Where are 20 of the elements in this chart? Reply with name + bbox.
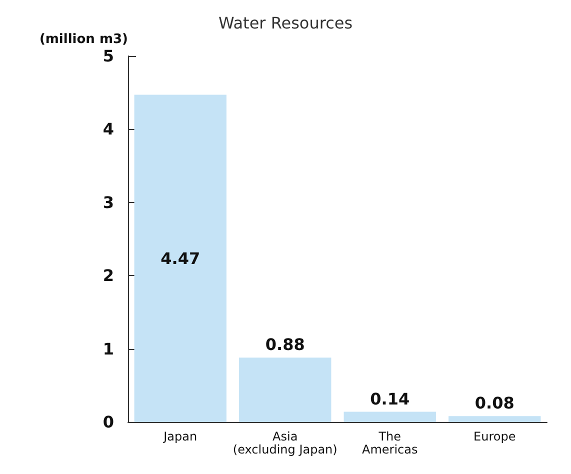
data-label: 0.08	[474, 394, 514, 413]
bar	[239, 358, 332, 422]
y-tick-label: 5	[102, 46, 114, 66]
x-tick-label: The Americas	[362, 430, 418, 456]
bar	[448, 416, 541, 422]
x-tick-label: Japan	[162, 430, 198, 444]
y-tick-label: 1	[102, 339, 114, 358]
y-tick-label: 0	[102, 412, 114, 432]
y-axis-title: (million m3)	[39, 32, 128, 47]
data-label: 4.47	[160, 248, 200, 268]
x-tick-label: Asia (excluding Japan)	[232, 430, 338, 456]
chart-title: Water Resources	[218, 14, 353, 32]
y-tick-label: 2	[102, 266, 114, 286]
bar	[344, 412, 436, 422]
x-tick-label: Europe	[474, 430, 516, 444]
bar	[134, 94, 226, 422]
y-tick-label: 3	[102, 192, 114, 212]
data-label: 0.88	[265, 335, 305, 354]
y-tick-label: 4	[102, 120, 114, 139]
data-label: 0.14	[370, 389, 410, 408]
